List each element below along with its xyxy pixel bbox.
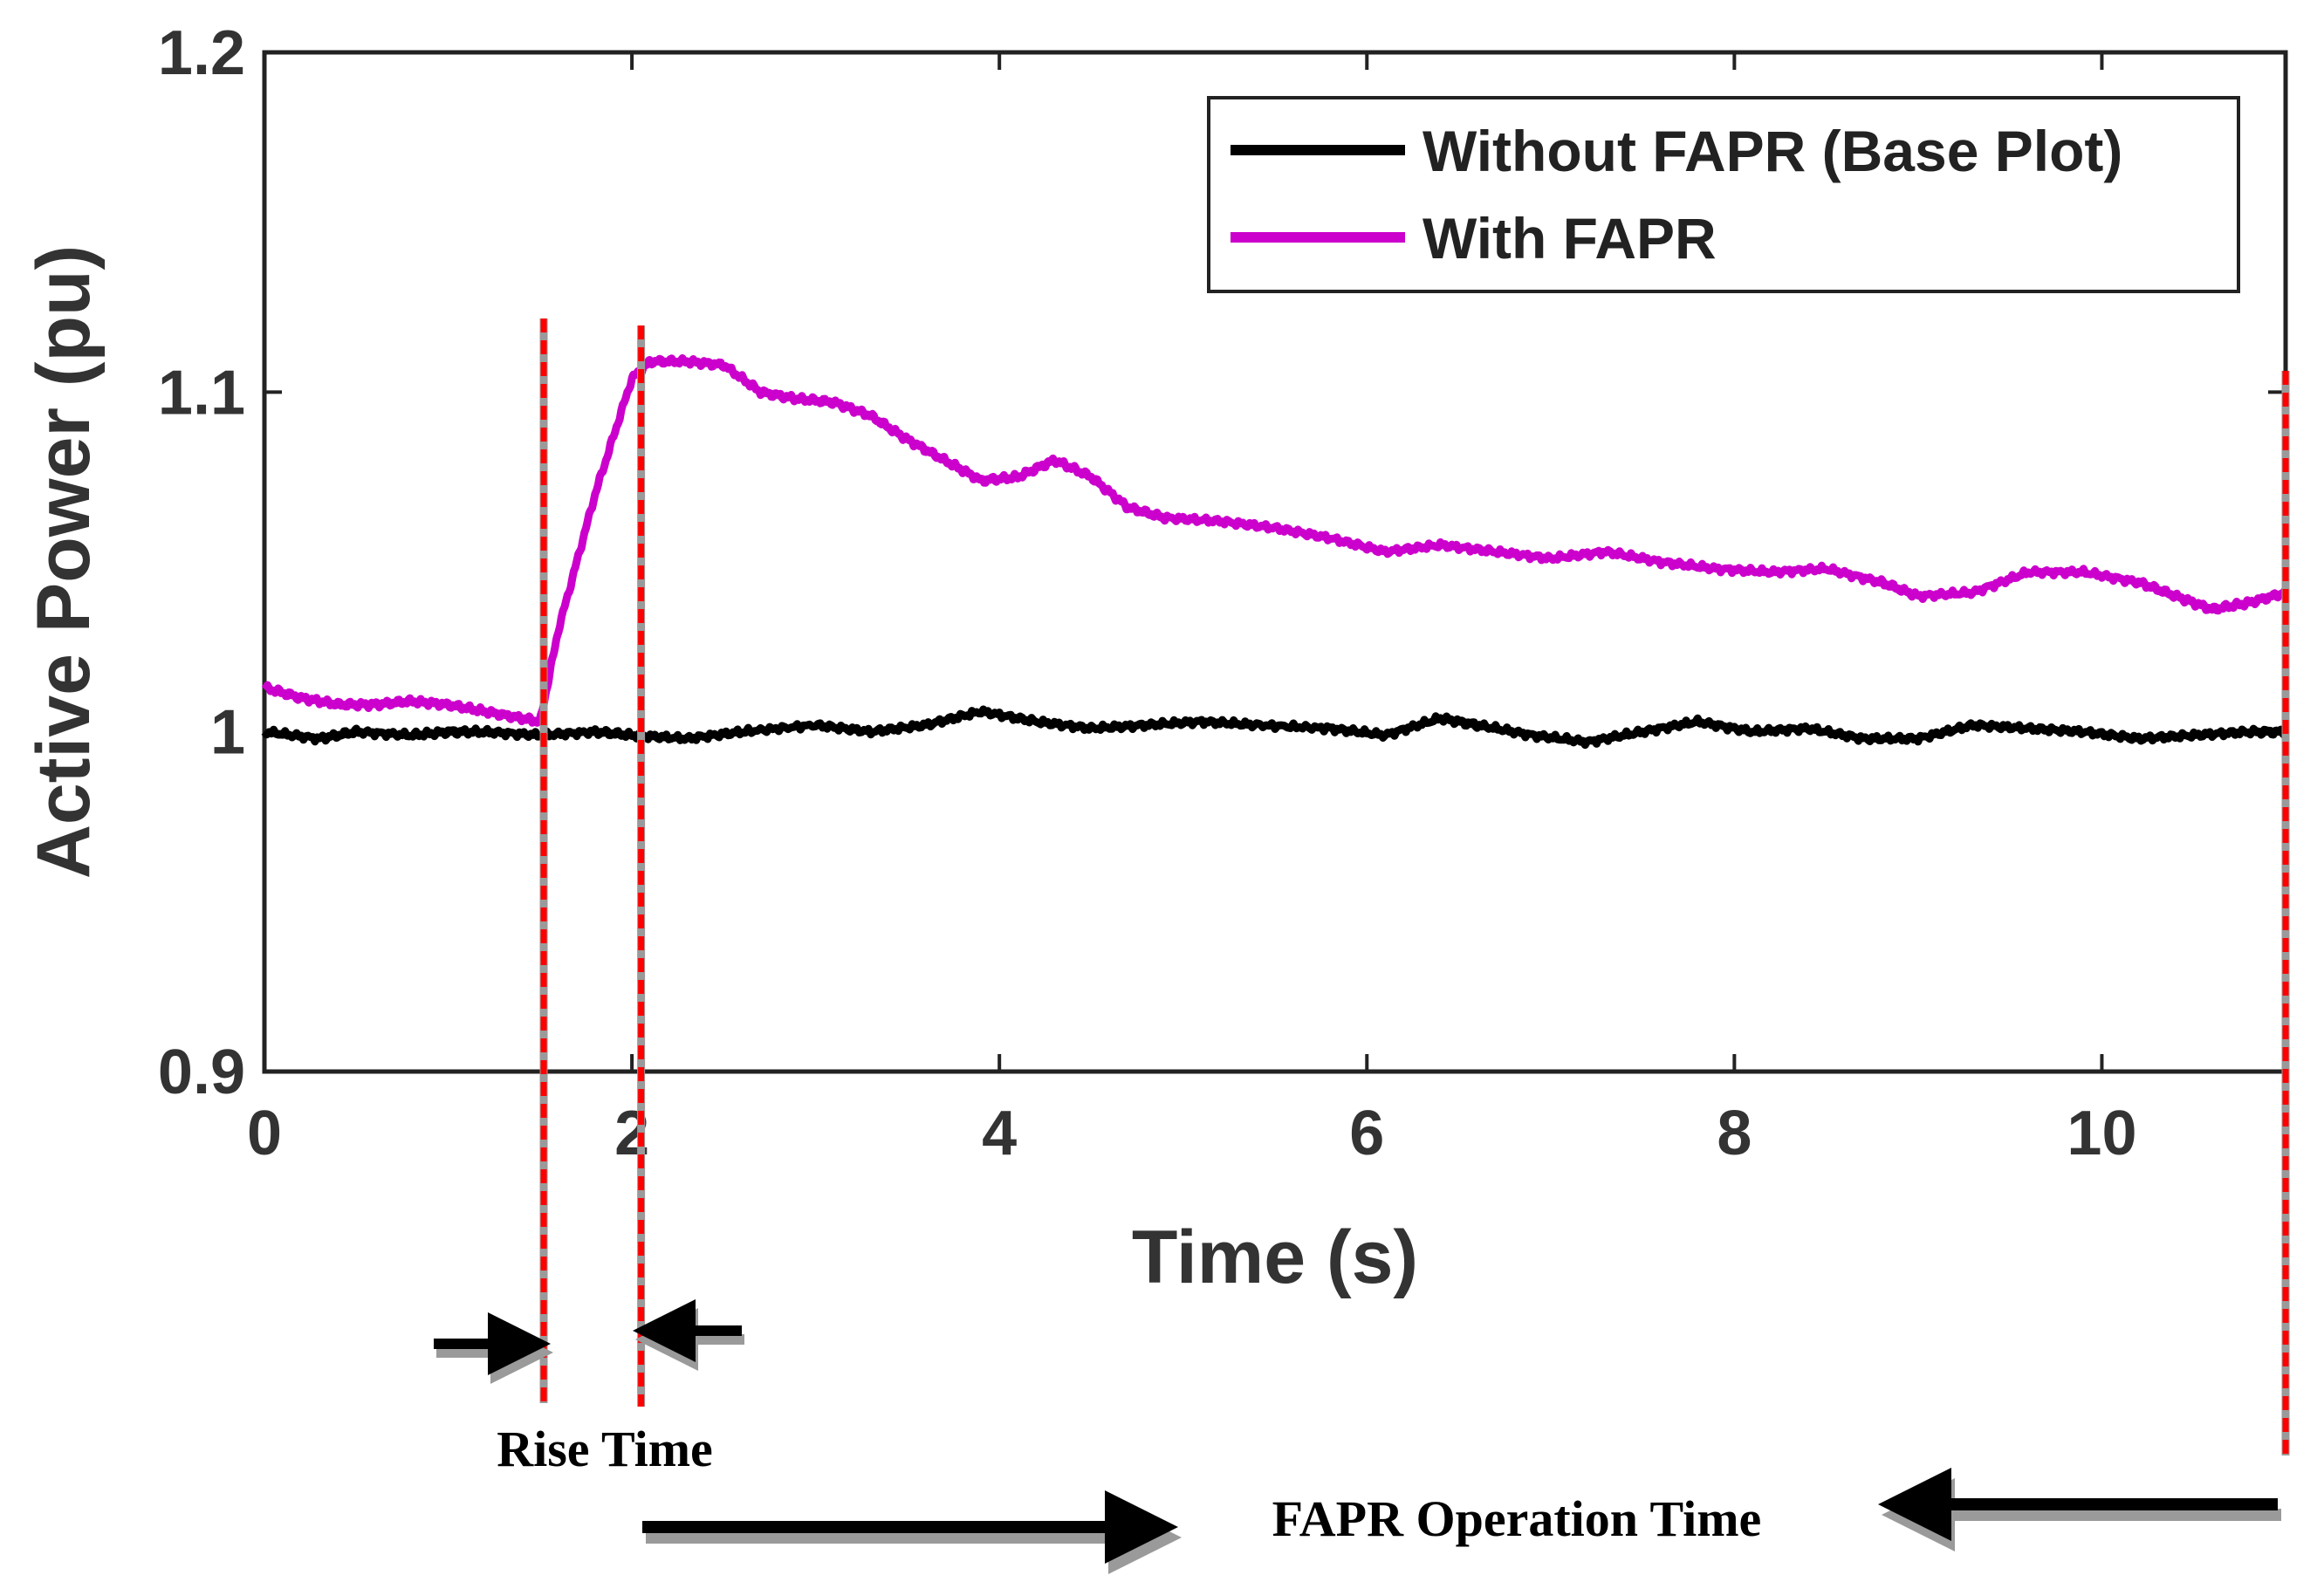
y-tick-label: 1.2 bbox=[158, 18, 245, 88]
y-axis-title: Active Power (pu) bbox=[22, 245, 106, 879]
rise-time-label: Rise Time bbox=[497, 1421, 713, 1477]
legend-box bbox=[1207, 96, 2240, 293]
y-tick-label: 1.1 bbox=[158, 358, 245, 428]
x-tick-label: 10 bbox=[2067, 1099, 2136, 1168]
x-axis-title: Time (s) bbox=[1132, 1216, 1418, 1299]
x-tick-label: 4 bbox=[982, 1099, 1017, 1168]
series-line-without-fapr bbox=[261, 705, 2290, 750]
x-tick-label: 8 bbox=[1717, 1099, 1752, 1168]
operation-time-label: FAPR Operation Time bbox=[1272, 1490, 1762, 1547]
operation-time-arrows bbox=[642, 1468, 2281, 1574]
y-tick-label: 1 bbox=[210, 698, 245, 768]
y-tick-label: 0.9 bbox=[158, 1038, 245, 1107]
marker-lines bbox=[539, 318, 2290, 1455]
x-tick-label: 6 bbox=[1349, 1099, 1384, 1168]
legend: Without FAPR (Base Plot) With FAPR bbox=[1207, 96, 2240, 293]
x-tick-label: 0 bbox=[247, 1099, 282, 1168]
rise-time-arrows bbox=[434, 1299, 744, 1384]
legend-label-fapr: With FAPR bbox=[1423, 206, 1717, 271]
legend-label-base: Without FAPR (Base Plot) bbox=[1423, 119, 2122, 183]
